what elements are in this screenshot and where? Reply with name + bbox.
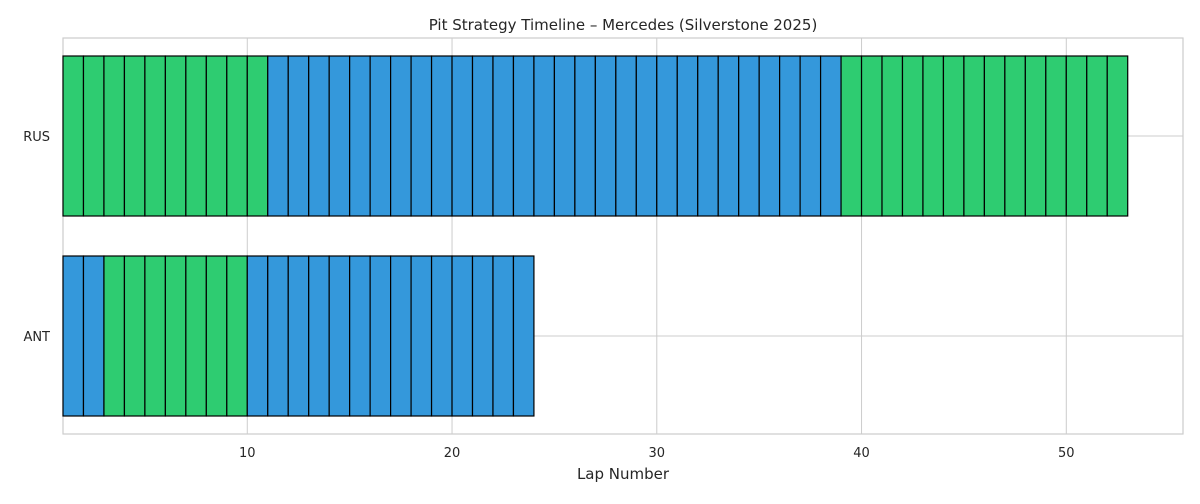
lap-bar <box>144 255 166 417</box>
lap-bar <box>144 55 166 217</box>
lap-bars <box>62 55 1129 417</box>
lap-bar <box>205 255 228 417</box>
lap-bar <box>697 55 719 217</box>
lap-bar <box>430 255 453 417</box>
x-tick-label: 40 <box>853 446 870 461</box>
lap-bar <box>963 55 985 217</box>
lap-bar <box>512 55 535 217</box>
lap-bar <box>983 55 1006 217</box>
y-tick-label: ANT <box>23 330 50 345</box>
lap-bar <box>758 55 781 217</box>
lap-bar <box>451 255 474 417</box>
lap-bar <box>267 55 289 217</box>
lap-bar <box>164 55 187 217</box>
lap-bar <box>226 255 248 417</box>
lap-bar <box>492 55 515 217</box>
lap-bar <box>103 255 126 417</box>
lap-bar <box>860 55 883 217</box>
lap-bar <box>615 55 637 217</box>
lap-bar <box>1106 55 1129 217</box>
lap-bar <box>246 255 269 417</box>
lap-bar <box>840 55 863 217</box>
lap-bar <box>328 255 351 417</box>
lap-bar <box>205 55 228 217</box>
y-tick-label: RUS <box>23 130 50 145</box>
lap-bar <box>390 255 412 417</box>
lap-bar <box>1045 55 1067 217</box>
lap-bar <box>1086 55 1108 217</box>
lap-bar <box>369 55 392 217</box>
lap-bar <box>1065 55 1088 217</box>
lap-bar <box>1024 55 1047 217</box>
x-tick-label: 30 <box>649 446 666 461</box>
lap-bar <box>799 55 822 217</box>
x-axis-label: Lap Number <box>577 465 670 483</box>
lap-bar <box>82 255 105 417</box>
y-axis-ticks: RUS ANT <box>23 130 50 345</box>
lap-bar <box>287 55 310 217</box>
lap-bar <box>185 255 207 417</box>
x-tick-label: 20 <box>444 446 461 461</box>
lap-bar <box>164 255 187 417</box>
lap-bar <box>635 55 658 217</box>
lap-bar <box>717 55 740 217</box>
lap-bar <box>62 55 85 217</box>
lap-bar <box>308 55 330 217</box>
lap-bar <box>574 55 596 217</box>
lap-bar <box>123 55 146 217</box>
lap-bar <box>287 255 310 417</box>
lap-bar <box>942 55 965 217</box>
lap-bar <box>656 55 678 217</box>
chart-title: Pit Strategy Timeline – Mercedes (Silver… <box>429 16 818 34</box>
lap-bar <box>819 55 842 217</box>
lap-bar <box>451 55 474 217</box>
lap-bar <box>512 255 535 417</box>
lap-bar <box>430 55 453 217</box>
lap-bar <box>471 55 494 217</box>
x-axis-ticks: 10 20 30 40 50 <box>239 446 1075 461</box>
lap-bar <box>1004 55 1026 217</box>
lap-bar <box>881 55 904 217</box>
lap-bar <box>922 55 945 217</box>
lap-bar <box>308 255 330 417</box>
lap-bar <box>103 55 126 217</box>
x-tick-label: 10 <box>239 446 256 461</box>
lap-bar <box>349 55 371 217</box>
lap-bar <box>185 55 207 217</box>
lap-bar <box>226 55 248 217</box>
lap-bar <box>82 55 105 217</box>
lap-bar <box>676 55 699 217</box>
lap-bar <box>533 55 556 217</box>
lap-bar <box>123 255 146 417</box>
lap-bar <box>471 255 494 417</box>
lap-bar <box>738 55 760 217</box>
lap-bar <box>267 255 289 417</box>
lap-bar <box>410 55 433 217</box>
lap-bar <box>901 55 924 217</box>
lap-bar <box>390 55 412 217</box>
x-tick-label: 50 <box>1058 446 1075 461</box>
lap-bar <box>779 55 801 217</box>
lap-bar <box>492 255 515 417</box>
lap-bar <box>349 255 371 417</box>
lap-bar <box>246 55 269 217</box>
lap-bar <box>594 55 617 217</box>
lap-bar <box>410 255 433 417</box>
lap-bar <box>328 55 351 217</box>
lap-bar <box>369 255 392 417</box>
lap-bar <box>553 55 576 217</box>
lap-bar <box>62 255 85 417</box>
